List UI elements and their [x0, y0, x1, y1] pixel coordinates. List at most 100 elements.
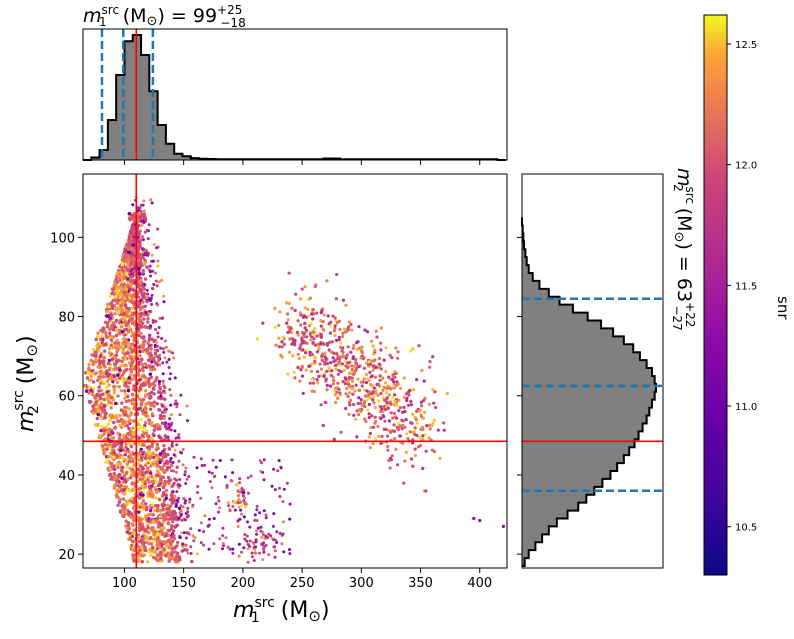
scatter-point	[117, 472, 122, 477]
scatter-point	[253, 547, 257, 551]
scatter-point	[184, 466, 188, 470]
scatter-point	[177, 436, 181, 440]
scatter-point	[118, 368, 122, 372]
scatter-point	[202, 543, 206, 547]
scatter-point	[310, 377, 314, 381]
scatter-point	[369, 426, 373, 430]
scatter-point	[108, 316, 112, 320]
scatter-point	[127, 307, 131, 311]
scatter-point	[140, 470, 144, 474]
scatter-point	[224, 536, 228, 540]
scatter-point	[129, 413, 133, 417]
scatter-point	[438, 456, 442, 460]
scatter-point	[136, 247, 141, 251]
scatter-point	[152, 555, 156, 560]
scatter-point	[90, 369, 94, 373]
scatter-point	[91, 362, 95, 367]
scatter-point	[138, 486, 142, 491]
scatter-point	[117, 293, 121, 298]
scatter-point	[355, 409, 359, 413]
scatter-point	[111, 306, 115, 311]
scatter-point	[90, 372, 95, 376]
scatter-point	[159, 509, 163, 513]
scatter-point	[388, 466, 392, 470]
scatter-point	[162, 414, 166, 418]
scatter-point	[145, 505, 149, 510]
scatter-point	[396, 428, 400, 432]
scatter-point	[117, 480, 121, 484]
scatter-point	[183, 518, 187, 522]
scatter-point	[149, 274, 152, 278]
scatter-point	[142, 209, 146, 213]
scatter-point	[121, 342, 126, 346]
scatter-point	[144, 485, 148, 489]
scatter-point	[337, 335, 341, 339]
scatter-point	[87, 399, 92, 404]
scatter-point	[374, 365, 378, 369]
scatter-point	[244, 505, 248, 509]
scatter-point	[185, 515, 189, 519]
scatter-point	[169, 457, 173, 460]
scatter-point	[354, 417, 358, 421]
scatter-point	[237, 499, 241, 503]
scatter-point	[144, 378, 148, 382]
scatter-point	[264, 513, 268, 517]
scatter-point	[162, 300, 166, 304]
scatter-point	[108, 331, 112, 335]
scatter-point	[109, 413, 113, 417]
scatter-point	[316, 370, 320, 374]
scatter-point	[300, 365, 304, 369]
scatter-point	[311, 308, 315, 312]
scatter-point	[139, 447, 143, 452]
scatter-point	[221, 547, 224, 551]
scatter-point	[162, 451, 166, 455]
scatter-point	[421, 466, 425, 471]
scatter-point	[138, 229, 142, 233]
scatter-point	[160, 421, 165, 425]
scatter-point	[163, 397, 167, 401]
scatter-point	[179, 504, 183, 508]
scatter-point	[272, 545, 276, 549]
scatter-point	[349, 322, 353, 327]
scatter-point	[231, 505, 235, 508]
scatter-point	[121, 484, 125, 488]
scatter-point	[146, 341, 150, 346]
scatter-point	[296, 352, 300, 356]
scatter-point	[281, 500, 285, 504]
scatter-point	[178, 413, 182, 417]
scatter-point	[163, 356, 167, 360]
scatter-point	[136, 427, 140, 432]
scatter-point	[202, 530, 206, 534]
scatter-point	[291, 354, 295, 358]
scatter-point	[372, 395, 376, 399]
scatter-point	[162, 350, 166, 354]
scatter-point	[258, 459, 262, 463]
scatter-point	[334, 363, 338, 367]
scatter-point	[410, 421, 414, 425]
y-tick-label: 60	[58, 390, 75, 405]
scatter-point	[108, 418, 113, 423]
scatter-point	[163, 454, 167, 458]
scatter-point	[118, 462, 123, 466]
scatter-point	[272, 524, 275, 528]
scatter-point	[121, 497, 126, 501]
scatter-point	[376, 424, 380, 428]
scatter-point	[264, 543, 268, 547]
scatter-point	[101, 337, 105, 342]
scatter-point	[238, 481, 242, 485]
scatter-point	[155, 520, 159, 524]
scatter-point	[408, 430, 412, 434]
scatter-point	[393, 399, 397, 403]
scatter-point	[290, 306, 294, 310]
x-axis-label: msrc 1 (M⊙)	[233, 595, 330, 626]
scatter-point	[128, 531, 132, 535]
scatter-point	[141, 344, 145, 349]
scatter-point	[130, 264, 134, 269]
scatter-point	[114, 377, 118, 382]
scatter-point	[126, 512, 130, 516]
scatter-point	[344, 392, 348, 396]
scatter-point	[137, 333, 141, 338]
scatter-point	[103, 404, 107, 408]
scatter-point	[108, 319, 112, 323]
scatter-point	[387, 428, 391, 433]
